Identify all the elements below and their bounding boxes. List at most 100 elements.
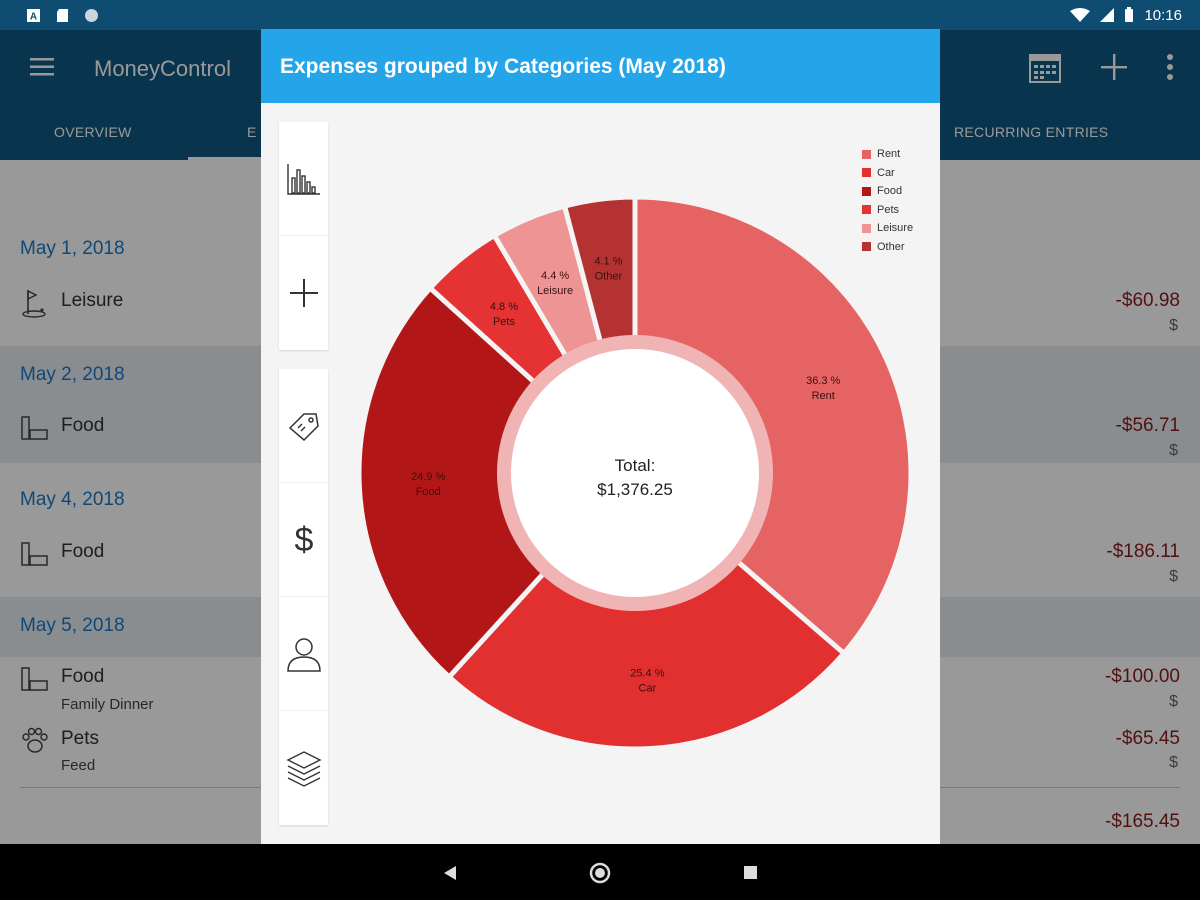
entry-amount: -$56.71 (1115, 415, 1180, 436)
calendar-icon[interactable] (1028, 50, 1062, 84)
slice-percent-label: 4.1 % (594, 256, 622, 268)
more-vert-icon[interactable] (1166, 53, 1174, 81)
add-chart-button[interactable] (279, 236, 328, 350)
total-value: $1,376.25 (597, 480, 673, 499)
slice-percent-label: 24.9 % (411, 471, 445, 483)
entry-category[interactable]: Food (61, 415, 105, 436)
navigation-bar (0, 844, 1200, 900)
entry-currency: $ (1169, 754, 1178, 771)
footer-amount: -$165.45 (1104, 811, 1180, 832)
sd-card-icon (57, 8, 68, 22)
home-icon[interactable] (589, 862, 611, 884)
legend-label: Pets (877, 203, 900, 216)
dialog-header: Expenses grouped by Categories (May 2018… (261, 29, 940, 103)
signal-icon (1100, 7, 1115, 22)
slice-category-label: Rent (812, 390, 835, 402)
plus-icon (289, 279, 318, 307)
legend-swatch (862, 149, 871, 159)
slice-percent-label: 4.4 % (541, 270, 569, 282)
entry-category[interactable]: Pets (61, 728, 100, 749)
paw-icon (22, 727, 48, 753)
slice-category-label: Pets (493, 316, 516, 328)
tag-icon (288, 412, 319, 441)
entry-note: Family Dinner (61, 696, 154, 713)
back-icon[interactable] (443, 865, 457, 881)
notification-a-icon: A (27, 8, 40, 22)
donut-hole (511, 349, 759, 597)
bar-chart-button[interactable] (279, 122, 328, 236)
date-header: May 5, 2018 (20, 615, 125, 636)
entry-note: Feed (61, 757, 96, 774)
entry-currency: $ (1169, 693, 1178, 710)
food-icon (21, 542, 48, 566)
legend-swatch (862, 186, 871, 196)
group-by-currency-button[interactable]: $ (279, 483, 328, 597)
legend-swatch (862, 223, 871, 233)
group-by-person-button[interactable] (279, 597, 328, 711)
dollar-icon: $ (294, 522, 313, 558)
food-icon (21, 416, 48, 440)
entry-currency: $ (1169, 442, 1178, 459)
wifi-icon (1070, 7, 1091, 22)
svg-text:$: $ (294, 522, 313, 558)
app-title: MoneyControl (94, 56, 231, 81)
legend-item: Food (862, 182, 913, 201)
svg-text:A: A (30, 11, 37, 22)
chart-toolbar-bottom: $ (279, 369, 328, 825)
legend-label: Car (877, 166, 895, 179)
entry-amount: -$60.98 (1115, 290, 1180, 311)
slice-category-label: Car (638, 683, 656, 695)
slice-category-label: Leisure (537, 285, 573, 297)
entry-amount: -$186.11 (1106, 541, 1180, 562)
tab-recurring-entries[interactable]: RECURRING ENTRIES (954, 124, 1109, 140)
entry-amount: -$100.00 (1104, 666, 1180, 687)
date-header: May 4, 2018 (20, 489, 125, 510)
legend-label: Food (877, 185, 903, 198)
bar-chart-icon (286, 163, 320, 195)
battery-icon (1125, 7, 1134, 22)
tab-indicator (188, 157, 268, 160)
entry-category[interactable]: Food (61, 541, 105, 562)
add-icon[interactable] (1098, 51, 1130, 83)
person-icon (286, 637, 321, 672)
donut-chart: 36.3 % Rent 25.4 % Car 24.9 % Food 4.8 % Pets 4.… (356, 194, 914, 752)
slice-category-label: Other (595, 271, 623, 283)
status-bar: A 10:16 (0, 0, 1200, 30)
entry-category[interactable]: Food (61, 666, 105, 687)
menu-icon[interactable] (30, 57, 54, 77)
legend-label: Leisure (877, 222, 914, 235)
total-label: Total: (615, 456, 656, 475)
legend-item: Car (862, 164, 913, 183)
food-icon (21, 667, 48, 691)
golf-icon (22, 289, 46, 318)
slice-category-label: Food (416, 486, 441, 498)
legend-label: Other (877, 240, 905, 253)
legend-item: Leisure (862, 219, 913, 238)
chart-toolbar-top (279, 122, 328, 350)
legend-label: Rent (877, 148, 901, 161)
clock: 10:16 (1144, 6, 1182, 24)
tab-overview[interactable]: OVERVIEW (54, 124, 132, 140)
entry-currency: $ (1169, 317, 1178, 334)
recents-icon[interactable] (744, 866, 757, 879)
group-by-account-button[interactable] (279, 711, 328, 825)
legend-swatch (862, 242, 871, 252)
legend-item: Other (862, 238, 913, 257)
chart-legend: Rent Car Food Pets Leisure Other (862, 145, 913, 256)
legend-swatch (862, 205, 871, 215)
date-header: May 2, 2018 (20, 364, 125, 385)
date-header: May 1, 2018 (20, 238, 125, 259)
circle-notification-icon (85, 8, 98, 22)
legend-swatch (862, 168, 871, 178)
layers-icon (285, 751, 322, 787)
slice-percent-label: 25.4 % (630, 668, 664, 680)
slice-percent-label: 4.8 % (490, 301, 518, 313)
slice-percent-label: 36.3 % (806, 375, 840, 387)
dialog-title: Expenses grouped by Categories (May 2018… (280, 55, 726, 78)
entry-category[interactable]: Leisure (61, 290, 124, 311)
tab-entries[interactable]: E (247, 124, 257, 140)
entry-amount: -$65.45 (1115, 728, 1180, 749)
entry-currency: $ (1169, 568, 1178, 585)
group-by-category-button[interactable] (279, 369, 328, 483)
legend-item: Pets (862, 201, 913, 220)
